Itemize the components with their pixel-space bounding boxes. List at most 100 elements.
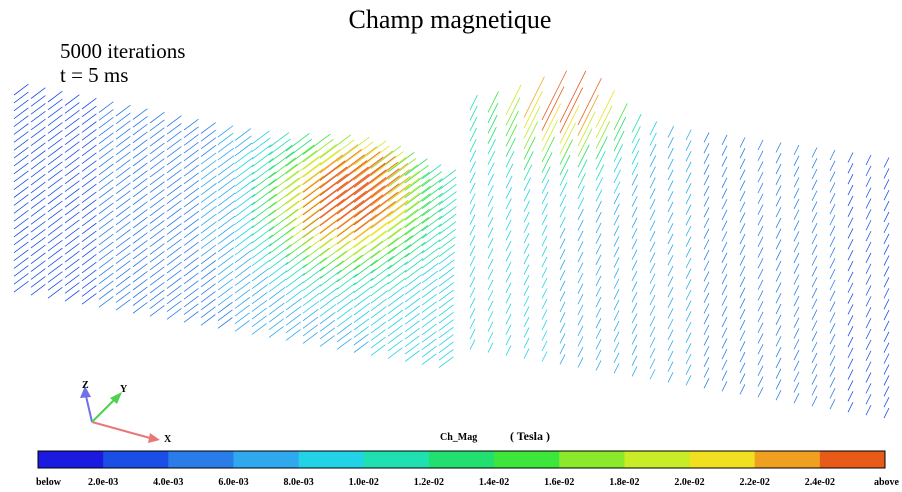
vector bbox=[47, 255, 63, 268]
vector bbox=[469, 203, 476, 215]
vector bbox=[302, 189, 347, 223]
vector bbox=[577, 315, 584, 326]
vector bbox=[703, 239, 710, 250]
vector bbox=[64, 203, 80, 216]
vector bbox=[319, 181, 369, 219]
vector bbox=[115, 221, 131, 233]
vector bbox=[336, 254, 363, 275]
vector bbox=[703, 378, 710, 389]
vector bbox=[234, 312, 250, 325]
vector bbox=[487, 300, 494, 311]
vector bbox=[847, 358, 854, 369]
vector bbox=[217, 286, 233, 299]
vector bbox=[217, 132, 234, 145]
vector bbox=[631, 249, 638, 260]
vector bbox=[487, 342, 494, 353]
vector bbox=[703, 367, 710, 378]
vector bbox=[739, 201, 746, 213]
vector bbox=[132, 247, 148, 260]
vector bbox=[285, 245, 311, 265]
vector bbox=[251, 276, 269, 290]
vector bbox=[847, 184, 854, 196]
colorbar-segment bbox=[298, 451, 365, 468]
vector bbox=[865, 209, 872, 220]
vector bbox=[631, 313, 638, 324]
vector bbox=[319, 173, 370, 212]
vector bbox=[438, 251, 456, 265]
vector bbox=[883, 386, 890, 397]
vector bbox=[47, 192, 63, 205]
vector bbox=[47, 122, 63, 134]
vector bbox=[793, 155, 800, 166]
vector bbox=[703, 292, 710, 303]
vector bbox=[421, 215, 443, 232]
vector bbox=[404, 305, 421, 318]
vector bbox=[649, 358, 656, 369]
vector bbox=[13, 233, 29, 246]
vector bbox=[319, 287, 339, 302]
vector bbox=[64, 94, 80, 106]
vector bbox=[302, 324, 319, 337]
vector bbox=[166, 238, 182, 251]
vector bbox=[811, 179, 818, 191]
vector bbox=[811, 201, 818, 212]
vector bbox=[353, 326, 369, 338]
vector bbox=[775, 303, 782, 315]
vector bbox=[685, 172, 692, 183]
vector bbox=[353, 140, 387, 166]
vector bbox=[336, 194, 384, 230]
vector bbox=[685, 332, 692, 343]
vector bbox=[200, 190, 217, 203]
vector bbox=[667, 212, 674, 223]
vector bbox=[285, 156, 320, 182]
colorbar-segment bbox=[754, 451, 821, 468]
colorbar-segment bbox=[428, 451, 495, 468]
vector bbox=[438, 244, 456, 257]
colorbar-tick-label: 8.0e-03 bbox=[283, 477, 313, 488]
vector bbox=[302, 173, 348, 208]
vector bbox=[217, 255, 234, 268]
vector bbox=[595, 164, 605, 181]
vector bbox=[541, 235, 548, 247]
vector bbox=[577, 294, 584, 305]
vector bbox=[631, 302, 638, 313]
vector bbox=[667, 297, 674, 309]
vector bbox=[541, 298, 548, 310]
vector bbox=[115, 275, 131, 288]
vector bbox=[721, 359, 728, 371]
vector bbox=[64, 156, 80, 169]
vector bbox=[438, 176, 457, 191]
vector bbox=[613, 352, 620, 364]
vector bbox=[319, 319, 336, 332]
vector bbox=[64, 110, 80, 122]
vector bbox=[438, 319, 454, 331]
vector bbox=[217, 301, 233, 314]
vector bbox=[739, 244, 746, 255]
vector bbox=[387, 200, 420, 225]
vector bbox=[132, 193, 148, 206]
vector bbox=[865, 350, 872, 361]
vector bbox=[149, 165, 165, 178]
vector bbox=[757, 161, 764, 172]
vector bbox=[811, 266, 818, 277]
vector bbox=[505, 97, 521, 126]
vector bbox=[649, 252, 656, 263]
vector bbox=[667, 201, 674, 213]
vector bbox=[217, 231, 235, 245]
vector bbox=[302, 138, 334, 163]
vector bbox=[98, 179, 114, 191]
vector bbox=[149, 189, 165, 201]
vector bbox=[793, 317, 800, 328]
vector bbox=[421, 178, 443, 195]
vector bbox=[649, 231, 656, 242]
vector bbox=[829, 355, 836, 367]
vector bbox=[757, 354, 764, 366]
vector bbox=[30, 189, 46, 202]
vector bbox=[523, 151, 534, 171]
vector bbox=[98, 109, 114, 121]
vector bbox=[268, 177, 300, 201]
vector bbox=[387, 208, 419, 233]
vector bbox=[613, 225, 620, 237]
vector bbox=[319, 335, 335, 347]
vector bbox=[251, 323, 267, 335]
